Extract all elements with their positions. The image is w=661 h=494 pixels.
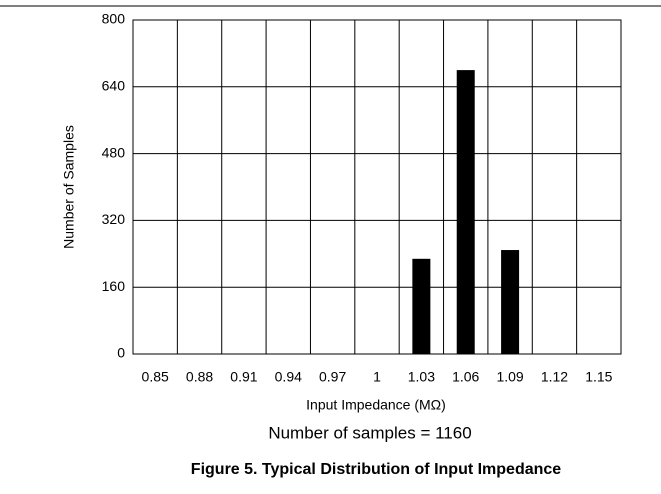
x-tick-label: 1.03	[408, 369, 435, 385]
x-tick-label: 1.09	[496, 369, 523, 385]
y-axis-label: Number of Samples	[61, 125, 77, 249]
bar	[412, 258, 431, 354]
x-tick-label: 1.12	[541, 369, 568, 385]
y-tick-label: 640	[102, 78, 126, 94]
x-tick-label: 0.88	[186, 369, 213, 385]
y-tick-label: 320	[102, 211, 126, 227]
y-tick-label: 800	[102, 11, 126, 27]
x-tick-label: 1.06	[452, 369, 479, 385]
x-tick-label: 0.97	[319, 369, 346, 385]
y-tick-label: 0	[117, 345, 125, 361]
y-tick-label: 480	[102, 144, 126, 160]
x-axis-label: Input Impedance (MΩ)	[306, 397, 446, 413]
x-tick-label: 0.91	[230, 369, 257, 385]
x-tick-label: 0.85	[142, 369, 169, 385]
bar	[456, 70, 475, 354]
x-tick-label: 1	[373, 369, 381, 385]
x-tick-label: 1.15	[585, 369, 612, 385]
bar	[501, 250, 520, 354]
y-tick-label: 160	[102, 278, 126, 294]
x-tick-label: 0.94	[275, 369, 302, 385]
plot-frame	[132, 19, 622, 355]
annotation: Number of samples = 1160	[268, 423, 471, 442]
figure-caption: Figure 5. Typical Distribution of Input …	[191, 461, 562, 478]
